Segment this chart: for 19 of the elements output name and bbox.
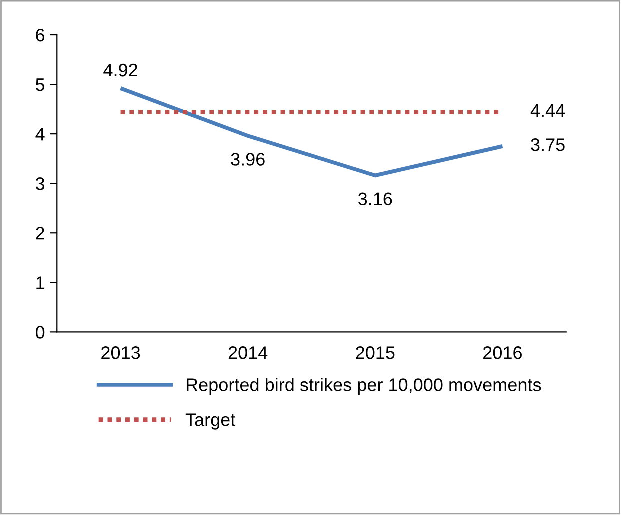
y-tick-label: 2 — [36, 227, 44, 240]
x-tick-label: 2016 — [484, 346, 522, 360]
x-tick-label: 2015 — [356, 346, 395, 360]
legend-label: Target — [186, 414, 236, 430]
y-tick-label: 0 — [36, 326, 45, 339]
y-tick-label: 1 — [36, 276, 44, 290]
data-label: 4.92 — [104, 64, 138, 77]
y-tick-label: 3 — [36, 178, 45, 190]
data-label: 3.75 — [531, 138, 565, 152]
x-tick-label: 2013 — [102, 346, 140, 360]
data-label: 3.96 — [231, 153, 265, 166]
y-tick-label: 4 — [36, 128, 45, 141]
y-tick-label: 5 — [36, 78, 45, 92]
line-series — [118, 86, 505, 178]
data-label: 4.44 — [530, 104, 566, 117]
y-tick-label: 6 — [36, 28, 45, 42]
data-label: 3.16 — [358, 192, 392, 206]
x-tick-label: 2014 — [228, 346, 268, 360]
legend-label: Reported bird strikes per 10,000 movements — [186, 378, 542, 395]
